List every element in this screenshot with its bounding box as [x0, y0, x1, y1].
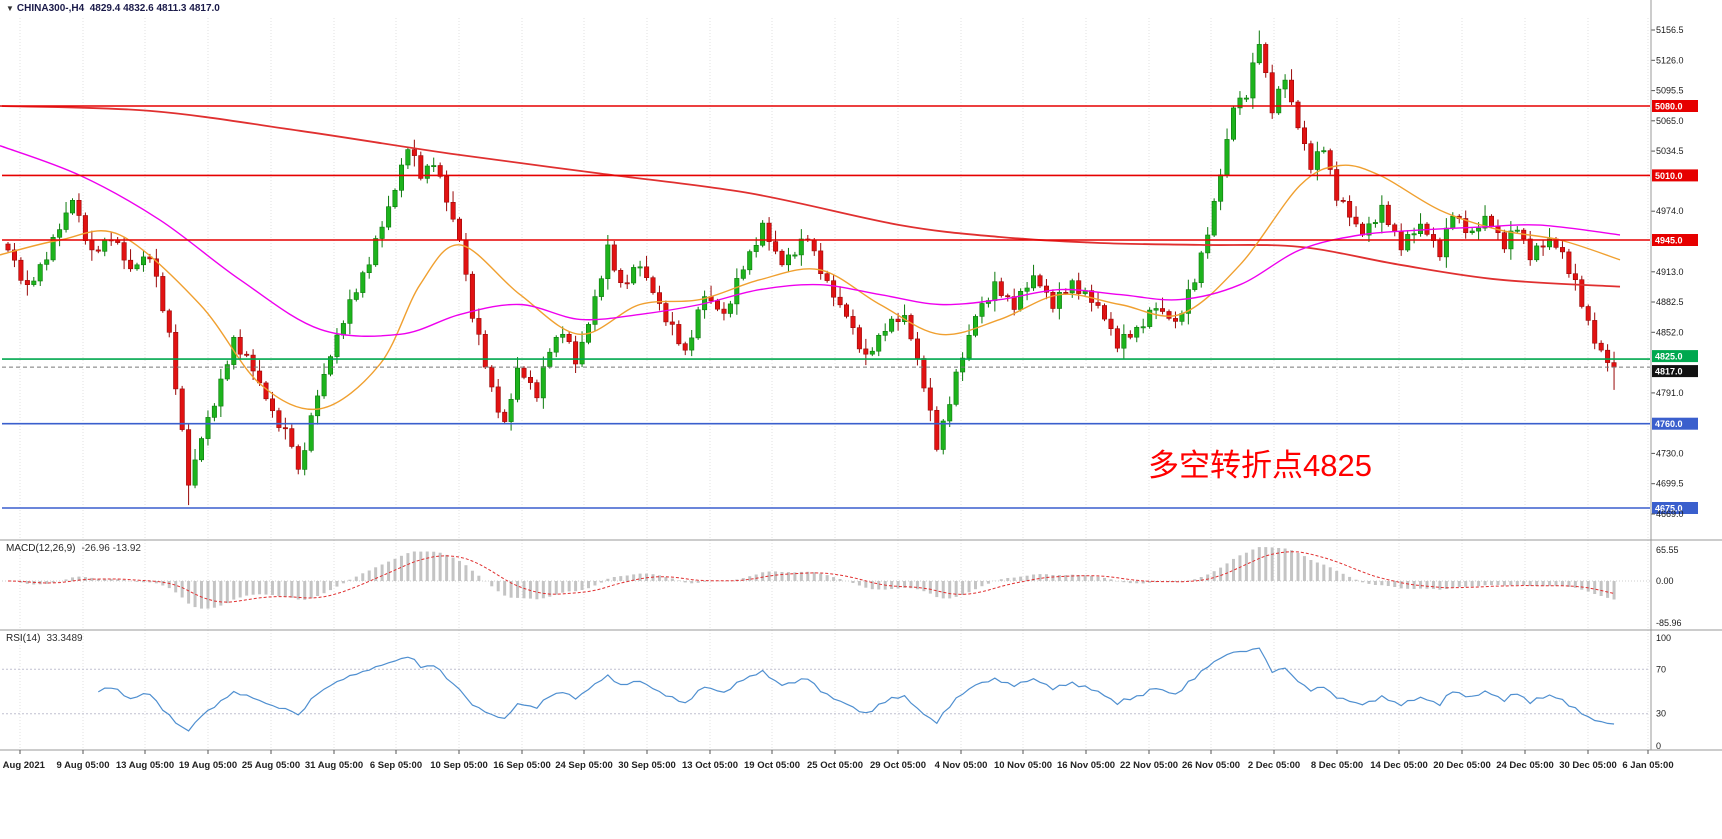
price-badge [1652, 417, 1698, 430]
candlesticks [5, 30, 1617, 506]
price-badge [1652, 502, 1698, 514]
svg-text:24 Sep 05:00: 24 Sep 05:00 [555, 760, 613, 771]
price-badge [1652, 365, 1698, 378]
svg-text:4882.5: 4882.5 [1656, 297, 1684, 307]
svg-text:4791.0: 4791.0 [1656, 388, 1684, 398]
svg-text:20 Dec 05:00: 20 Dec 05:00 [1433, 760, 1491, 771]
svg-text:26 Nov 05:00: 26 Nov 05:00 [1182, 760, 1240, 771]
svg-text:8 Dec 05:00: 8 Dec 05:00 [1311, 760, 1363, 771]
svg-text:25 Oct 05:00: 25 Oct 05:00 [807, 760, 863, 771]
moving-averages [0, 105, 1621, 411]
svg-text:13 Oct 05:00: 13 Oct 05:00 [682, 760, 738, 771]
svg-text:3 Aug 2021: 3 Aug 2021 [0, 760, 46, 771]
svg-text:6 Jan 05:00: 6 Jan 05:00 [1622, 760, 1673, 771]
svg-text:5080.0: 5080.0 [1655, 102, 1683, 112]
price-badge [1652, 234, 1698, 246]
svg-text:4699.5: 4699.5 [1656, 479, 1684, 489]
svg-text:4675.0: 4675.0 [1655, 504, 1683, 514]
time-axis[interactable]: 3 Aug 2021 9 Aug 05:00 13 Aug 05:00 19 Aug … [0, 750, 1674, 771]
svg-text:4945.0: 4945.0 [1655, 236, 1683, 246]
svg-text:30 Sep 05:00: 30 Sep 05:00 [618, 760, 676, 771]
svg-text:19 Aug 05:00: 19 Aug 05:00 [179, 760, 237, 771]
svg-text:24 Dec 05:00: 24 Dec 05:00 [1496, 760, 1554, 771]
svg-text:2 Dec 05:00: 2 Dec 05:00 [1248, 760, 1300, 771]
price-badge [1652, 100, 1698, 112]
svg-text:5065.0: 5065.0 [1656, 116, 1684, 126]
svg-text:5010.0: 5010.0 [1655, 171, 1683, 181]
svg-text:10 Nov 05:00: 10 Nov 05:00 [994, 760, 1052, 771]
svg-text:4 Nov 05:00: 4 Nov 05:00 [935, 760, 988, 771]
turning-point-annotation[interactable]: 多空转折点4825 [1148, 448, 1372, 483]
svg-text:4913.0: 4913.0 [1656, 267, 1684, 277]
svg-text:4669.0: 4669.0 [1656, 509, 1684, 519]
macd-panel [2, 547, 1650, 609]
svg-text:0: 0 [1656, 741, 1661, 751]
price-badge [1652, 169, 1698, 182]
svg-text:4974.0: 4974.0 [1656, 206, 1684, 216]
svg-text:4852.0: 4852.0 [1656, 327, 1684, 337]
svg-text:70: 70 [1656, 664, 1666, 674]
price-levels [2, 105, 1650, 509]
svg-text:25 Aug 05:00: 25 Aug 05:00 [242, 760, 300, 771]
ma-red [0, 105, 1621, 288]
ma-magenta [0, 145, 1621, 337]
svg-text:5126.0: 5126.0 [1656, 55, 1684, 65]
svg-text:4730.0: 4730.0 [1656, 448, 1684, 458]
panel-separators [0, 0, 1722, 751]
svg-text:0.00: 0.00 [1656, 576, 1674, 586]
price-axis[interactable]: 5080.0 5010.0 4945.0 4825.0 4817.0 4760.0 4675… [1651, 25, 1698, 751]
svg-text:30: 30 [1656, 709, 1666, 719]
price-badge [1652, 350, 1698, 363]
svg-text:4817.0: 4817.0 [1655, 367, 1683, 377]
rsi-panel [2, 647, 1650, 732]
svg-text:4825.0: 4825.0 [1655, 352, 1683, 362]
svg-text:65.55: 65.55 [1656, 545, 1679, 555]
svg-text:22 Nov 05:00: 22 Nov 05:00 [1120, 760, 1178, 771]
svg-text:5095.5: 5095.5 [1656, 86, 1684, 96]
svg-text:5034.5: 5034.5 [1656, 146, 1684, 156]
svg-text:29 Oct 05:00: 29 Oct 05:00 [870, 760, 926, 771]
svg-text:5156.5: 5156.5 [1656, 25, 1684, 35]
svg-text:4760.0: 4760.0 [1655, 419, 1683, 429]
svg-text:16 Sep 05:00: 16 Sep 05:00 [493, 760, 551, 771]
svg-text:9 Aug 05:00: 9 Aug 05:00 [57, 760, 110, 771]
svg-text:16 Nov 05:00: 16 Nov 05:00 [1057, 760, 1115, 771]
svg-text:-85.96: -85.96 [1656, 618, 1682, 628]
svg-text:14 Dec 05:00: 14 Dec 05:00 [1370, 760, 1428, 771]
svg-text:100: 100 [1656, 633, 1671, 643]
svg-text:31 Aug 05:00: 31 Aug 05:00 [305, 760, 363, 771]
svg-text:30 Dec 05:00: 30 Dec 05:00 [1559, 760, 1617, 771]
svg-text:19 Oct 05:00: 19 Oct 05:00 [744, 760, 800, 771]
svg-text:10 Sep 05:00: 10 Sep 05:00 [430, 760, 488, 771]
svg-text:13 Aug 05:00: 13 Aug 05:00 [116, 760, 174, 771]
macd-signal-line [7, 551, 1615, 603]
rsi-line [97, 647, 1615, 732]
ma-orange [0, 164, 1621, 411]
svg-text:6 Sep 05:00: 6 Sep 05:00 [370, 760, 422, 771]
